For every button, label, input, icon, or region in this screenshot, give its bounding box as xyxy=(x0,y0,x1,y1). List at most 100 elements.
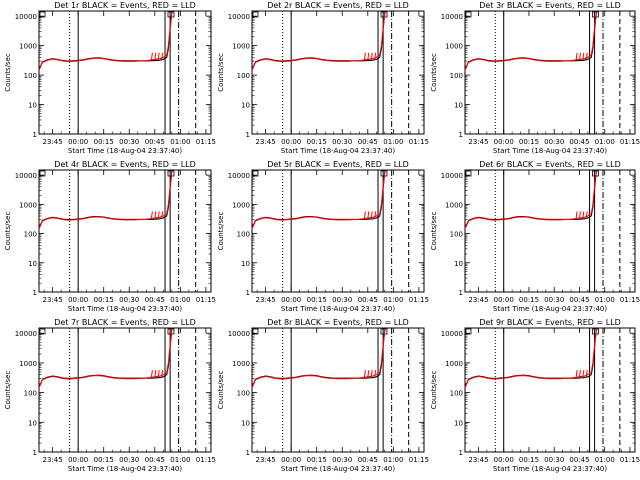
plot-frame xyxy=(464,327,636,453)
panel-3: Det 3r BLACK = Events, RED = LLD Counts/s… xyxy=(430,1,640,155)
panel-title: Det 6r BLACK = Events, RED = LLD xyxy=(479,160,621,169)
x-tick-label: 00:15 xyxy=(519,138,539,146)
x-tick-label: 00:30 xyxy=(332,138,352,146)
lld-spike xyxy=(582,370,585,378)
y-tick-label: 1000 xyxy=(232,201,250,209)
lld-spike xyxy=(363,211,366,219)
panel-title: Det 2r BLACK = Events, RED = LLD xyxy=(267,1,409,10)
y-tick-label: 10 xyxy=(454,102,463,110)
x-tick-label: 00:45 xyxy=(358,456,378,464)
x-tick-label: 01:00 xyxy=(383,138,403,146)
series-lld-line xyxy=(464,329,597,389)
y-tick-label: 10000 xyxy=(15,13,37,21)
panel-title: Det 7r BLACK = Events, RED = LLD xyxy=(54,318,196,327)
x-tick-label: 01:15 xyxy=(196,296,216,304)
lld-spike xyxy=(370,370,373,378)
y-tick-label: 10 xyxy=(454,260,463,268)
marker-box-left xyxy=(39,328,46,335)
lld-spike xyxy=(367,52,370,60)
y-axis-label: Counts/sec xyxy=(430,371,438,410)
x-axis-label: Start Time (18-Aug-04 23:37:40) xyxy=(68,147,182,155)
x-axis-label: Start Time (18-Aug-04 23:37:40) xyxy=(281,465,395,473)
lld-spike xyxy=(374,52,377,60)
plot-frame xyxy=(251,169,425,293)
lld-spike xyxy=(578,370,581,378)
series-events-line xyxy=(251,171,386,229)
series-events-line xyxy=(38,12,173,71)
lld-spike xyxy=(363,370,366,378)
y-tick-label: 1 xyxy=(459,449,463,457)
y-tick-label: 1000 xyxy=(19,201,37,209)
y-tick-label: 10000 xyxy=(441,172,463,180)
x-tick-label: 01:15 xyxy=(409,456,429,464)
x-tick-label: 00:00 xyxy=(281,138,301,146)
plot-frame xyxy=(251,327,425,453)
panel-7: Det 7r BLACK = Events, RED = LLD Counts/s… xyxy=(4,318,216,473)
lld-spike xyxy=(150,370,153,378)
x-tick-label: 00:00 xyxy=(68,138,88,146)
lld-spike xyxy=(367,370,370,378)
x-tick-label: 00:45 xyxy=(569,138,589,146)
x-tick-label: 00:15 xyxy=(307,456,327,464)
y-tick-label: 10000 xyxy=(441,13,463,21)
panel-2: Det 2r BLACK = Events, RED = LLD Counts/s… xyxy=(217,1,429,155)
y-tick-label: 1 xyxy=(246,289,250,297)
marker-box-left xyxy=(39,170,46,177)
lld-spike xyxy=(154,52,157,60)
panel-5: Det 5r BLACK = Events, RED = LLD Counts/s… xyxy=(217,160,429,313)
x-tick-label: 00:00 xyxy=(281,296,301,304)
panel-title: Det 9r BLACK = Events, RED = LLD xyxy=(479,318,621,327)
x-tick-label: 01:15 xyxy=(409,296,429,304)
panel-title: Det 5r BLACK = Events, RED = LLD xyxy=(267,160,409,169)
series-events-line xyxy=(464,171,597,229)
x-tick-label: 23:45 xyxy=(256,296,276,304)
series-lld-line xyxy=(38,12,173,71)
plot-frame xyxy=(38,10,212,135)
lld-spike xyxy=(370,52,373,60)
marker-box-left xyxy=(465,11,472,18)
panel-6: Det 6r BLACK = Events, RED = LLD Counts/s… xyxy=(430,160,640,313)
panel-title: Det 3r BLACK = Events, RED = LLD xyxy=(479,1,621,10)
marker-box-left xyxy=(252,11,259,18)
x-axis-label: Start Time (18-Aug-04 23:37:40) xyxy=(281,147,395,155)
x-tick-label: 23:45 xyxy=(468,456,488,464)
lld-spike xyxy=(582,211,585,219)
x-tick-label: 23:45 xyxy=(256,456,276,464)
y-tick-label: 10 xyxy=(241,260,250,268)
series-events-line xyxy=(251,12,386,71)
x-tick-label: 00:15 xyxy=(307,296,327,304)
y-tick-label: 10000 xyxy=(228,172,250,180)
marker-box-left xyxy=(252,170,259,177)
x-tick-label: 00:15 xyxy=(94,456,114,464)
y-axis-label: Counts/sec xyxy=(430,212,438,251)
x-tick-label: 01:00 xyxy=(170,296,190,304)
plot-frame xyxy=(38,169,212,293)
y-tick-label: 1000 xyxy=(445,43,463,51)
lld-spike xyxy=(154,211,157,219)
y-axis-label: Counts/sec xyxy=(4,371,12,410)
x-tick-label: 00:15 xyxy=(519,296,539,304)
x-tick-label: 00:00 xyxy=(494,138,514,146)
panel-title: Det 1r BLACK = Events, RED = LLD xyxy=(54,1,196,10)
x-tick-label: 00:45 xyxy=(358,138,378,146)
y-tick-label: 100 xyxy=(450,390,463,398)
y-tick-label: 10 xyxy=(241,419,250,427)
y-tick-label: 100 xyxy=(24,231,37,239)
x-tick-label: 00:45 xyxy=(145,296,165,304)
lld-spike xyxy=(367,211,370,219)
y-tick-label: 1000 xyxy=(445,360,463,368)
y-tick-label: 100 xyxy=(24,390,37,398)
lld-spike xyxy=(374,370,377,378)
lld-spike xyxy=(575,211,578,219)
y-axis-label: Counts/sec xyxy=(217,53,225,92)
lld-spike xyxy=(157,52,160,60)
x-tick-label: 00:15 xyxy=(307,138,327,146)
y-tick-label: 100 xyxy=(24,72,37,80)
y-tick-label: 100 xyxy=(237,72,250,80)
lld-spike xyxy=(582,52,585,60)
panel-9: Det 9r BLACK = Events, RED = LLD Counts/s… xyxy=(430,318,640,473)
x-tick-label: 00:30 xyxy=(544,296,564,304)
lld-spike xyxy=(585,370,588,378)
panel-title: Det 8r BLACK = Events, RED = LLD xyxy=(267,318,409,327)
